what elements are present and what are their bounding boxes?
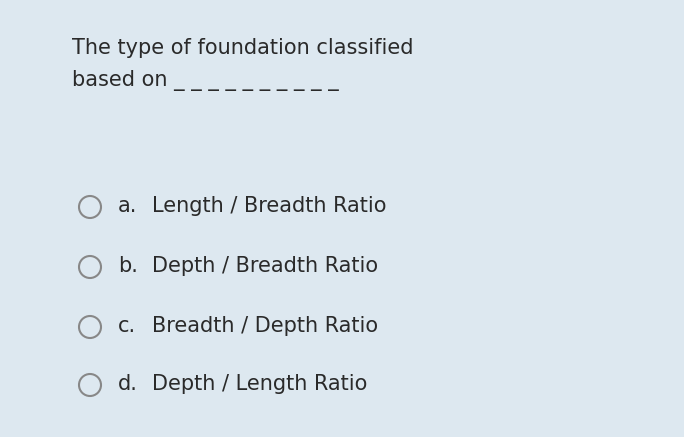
Text: Breadth / Depth Ratio: Breadth / Depth Ratio — [152, 316, 378, 336]
Text: c.: c. — [118, 316, 136, 336]
Text: Depth / Length Ratio: Depth / Length Ratio — [152, 374, 367, 394]
Text: d.: d. — [118, 374, 138, 394]
Text: The type of foundation classified: The type of foundation classified — [72, 38, 414, 58]
Text: Length / Breadth Ratio: Length / Breadth Ratio — [152, 196, 386, 216]
Text: based on _ _ _ _ _ _ _ _ _ _: based on _ _ _ _ _ _ _ _ _ _ — [72, 70, 339, 91]
Text: Depth / Breadth Ratio: Depth / Breadth Ratio — [152, 256, 378, 276]
Text: b.: b. — [118, 256, 138, 276]
Text: a.: a. — [118, 196, 137, 216]
